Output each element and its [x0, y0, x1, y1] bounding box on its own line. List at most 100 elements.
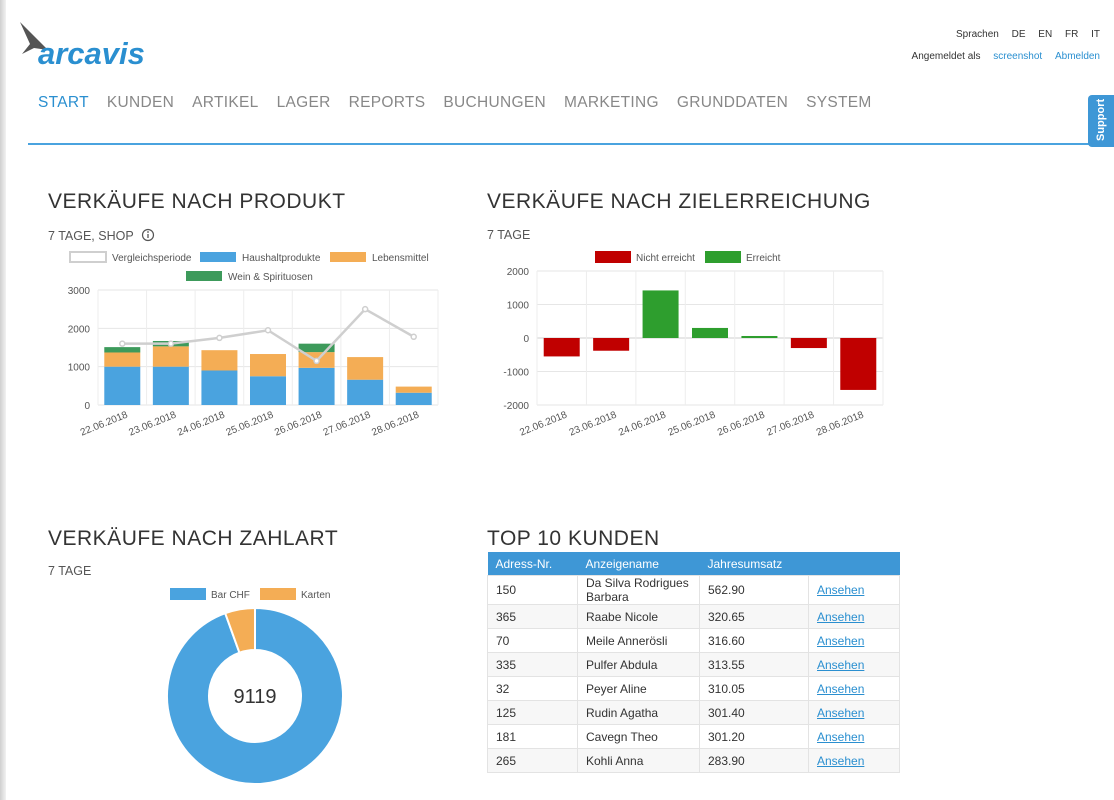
bar-0: [298, 367, 335, 405]
main-nav: START KUNDEN ARTIKEL LAGER REPORTS BUCHU…: [38, 94, 890, 112]
bar-1: [347, 357, 384, 380]
bar-0: [250, 376, 286, 405]
view-customer-link[interactable]: Ansehen: [817, 681, 865, 696]
line-point: [264, 327, 272, 334]
nav-reports[interactable]: REPORTS: [348, 94, 426, 111]
arcavis-logo[interactable]: arcavis: [18, 20, 158, 72]
view-customer-link[interactable]: Ansehen: [817, 609, 865, 624]
product-sales-chart: Vergleichsperiode Haushaltprodukte Lebensm…: [68, 251, 439, 439]
action-cell: Ansehen: [808, 575, 900, 605]
support-label: Support: [1095, 98, 1107, 141]
legend-swatch-nicht-erreicht: [595, 251, 631, 263]
nav-buchungen[interactable]: BUCHUNGEN: [443, 94, 547, 111]
action-cell: Ansehen: [808, 628, 900, 653]
nav-start[interactable]: START: [38, 94, 89, 111]
display-name-cell: Peyer Aline: [577, 676, 700, 701]
nav-kunden[interactable]: KUNDEN: [106, 94, 175, 111]
x-tick-label: 28.06.2018: [815, 409, 866, 438]
bar-0: [543, 338, 580, 357]
table-header-row: Adress-Nr. Anzeigename Jahresumsatz: [487, 552, 900, 576]
payment-sales-title: VERKÄUFE NACH ZAHLART: [48, 527, 339, 550]
lang-de[interactable]: DE: [1011, 29, 1026, 40]
legend-label-0: Haushaltprodukte: [242, 253, 321, 264]
bar-0: [347, 379, 384, 405]
line-point: [361, 305, 369, 313]
col-annual-revenue[interactable]: Jahresumsatz: [699, 552, 809, 576]
y-tick-label: -2000: [503, 401, 529, 412]
nav-lager[interactable]: LAGER: [276, 94, 331, 111]
col-display-name[interactable]: Anzeigename: [577, 552, 700, 576]
bar-2: [104, 347, 141, 353]
view-customer-link[interactable]: Ansehen: [817, 633, 865, 648]
display-name-cell: Da Silva Rodrigues Barbara: [577, 575, 700, 605]
pie-slice-1: [223, 606, 256, 654]
annual-revenue-cell: 316.60: [699, 628, 809, 653]
action-cell: Ansehen: [808, 676, 900, 701]
x-tick-label: 23.06.2018: [568, 409, 619, 438]
address-no-cell: 365: [487, 604, 578, 629]
brand-name: arcavis: [38, 36, 145, 71]
action-cell: Ansehen: [808, 724, 900, 749]
nav-artikel[interactable]: ARTIKEL: [192, 94, 259, 111]
view-customer-link[interactable]: Ansehen: [817, 657, 865, 672]
legend-swatch-erreicht: [705, 251, 741, 263]
bar-0: [104, 366, 141, 405]
top-customers-table: Adress-Nr. Anzeigename Jahresumsatz 150 D…: [487, 552, 900, 773]
goal-sales-subtitle: 7 TAGE: [487, 228, 531, 242]
bar-1: [692, 327, 728, 338]
legend-swatch-vergleichsperiode: [69, 251, 107, 263]
view-customer-link[interactable]: Ansehen: [817, 583, 865, 597]
nav-system[interactable]: SYSTEM: [806, 94, 872, 111]
x-tick-label: 24.06.2018: [617, 409, 668, 438]
table-row: 150 Da Silva Rodrigues Barbara 562.90 Anseh…: [487, 575, 900, 605]
x-tick-label: 23.06.2018: [127, 409, 178, 438]
logout-link[interactable]: Abmelden: [1054, 51, 1100, 62]
product-sales-subtitle: 7 TAGE, SHOP: [48, 228, 155, 243]
bar-0: [152, 366, 189, 405]
legend-label-2: Wein & Spirituosen: [228, 272, 313, 283]
annual-revenue-cell: 283.90: [699, 748, 809, 773]
bar-1: [395, 386, 432, 393]
display-name-cell: Meile Annerösli: [577, 628, 700, 653]
address-no-cell: 265: [487, 748, 578, 773]
legend-swatch-0: [200, 252, 236, 262]
bar-0: [840, 338, 877, 390]
user-area: Sprachen DE EN FR IT Angemeldet als scre…: [902, 26, 1100, 70]
payment-sales-chart: Bar CHF Karten 9119: [166, 588, 344, 785]
table-row: 70 Meile Annerösli 316.60 Ansehen: [487, 628, 900, 653]
nav-marketing[interactable]: MARKETING: [564, 94, 659, 111]
line-point: [410, 333, 417, 341]
view-customer-link[interactable]: Ansehen: [817, 705, 865, 720]
view-customer-link[interactable]: Ansehen: [817, 729, 865, 744]
legend-swatch-bar-chf: [170, 588, 206, 600]
table-row: 125 Rudin Agatha 301.40 Ansehen: [487, 700, 900, 725]
table-row: 365 Raabe Nicole 320.65 Ansehen: [487, 604, 900, 629]
nav-grunddaten[interactable]: GRUNDDATEN: [676, 94, 789, 111]
logged-in-label: Angemeldet als: [911, 51, 981, 62]
info-icon[interactable]: [141, 228, 155, 242]
annual-revenue-cell: 301.40: [699, 700, 809, 725]
x-tick-label: 27.06.2018: [765, 409, 816, 438]
y-tick-label: 3000: [68, 286, 91, 297]
doughnut-center-label: 9119: [233, 686, 276, 708]
lang-en[interactable]: EN: [1038, 29, 1053, 40]
legend-swatch-karten: [260, 588, 296, 600]
lang-fr[interactable]: FR: [1064, 29, 1079, 40]
x-tick-label: 24.06.2018: [176, 409, 227, 438]
view-customer-link[interactable]: Ansehen: [817, 753, 865, 768]
legend-label-bar-chf: Bar CHF: [211, 590, 250, 601]
nav-underline: [28, 143, 1114, 145]
y-tick-label: 0: [523, 334, 529, 345]
legend-label-vergleichsperiode: Vergleichsperiode: [112, 253, 192, 264]
table-row: 265 Kohli Anna 283.90 Ansehen: [487, 748, 900, 773]
support-tab[interactable]: Support: [1088, 95, 1114, 147]
line-point: [119, 340, 126, 347]
address-no-cell: 150: [487, 575, 578, 605]
annual-revenue-cell: 562.90: [699, 575, 809, 605]
col-address-no[interactable]: Adress-Nr.: [487, 552, 578, 576]
display-name-cell: Rudin Agatha: [577, 700, 700, 725]
username-link[interactable]: screenshot: [993, 51, 1043, 62]
lang-it[interactable]: IT: [1091, 29, 1100, 40]
product-sales-subtitle-text: 7 TAGE, SHOP: [48, 229, 134, 243]
bar-1: [741, 335, 778, 338]
